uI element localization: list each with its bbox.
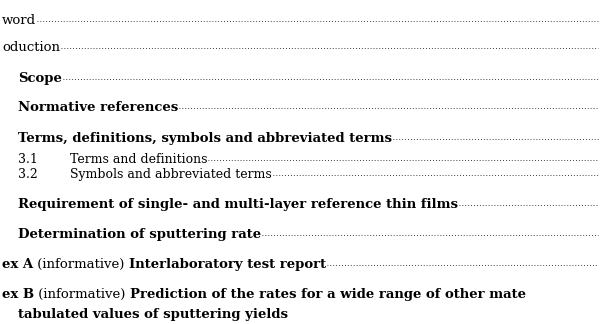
Text: (informative): (informative) bbox=[34, 288, 130, 301]
Text: word: word bbox=[2, 14, 36, 27]
Text: Requirement of single- and multi-layer reference thin films: Requirement of single- and multi-layer r… bbox=[18, 198, 458, 211]
Text: Scope: Scope bbox=[18, 72, 62, 85]
Text: Determination of sputtering rate: Determination of sputtering rate bbox=[18, 228, 261, 241]
Text: Interlaboratory test report: Interlaboratory test report bbox=[129, 258, 326, 271]
Text: Terms, definitions, symbols and abbreviated terms: Terms, definitions, symbols and abbrevia… bbox=[18, 132, 392, 145]
Text: ex B: ex B bbox=[2, 288, 34, 301]
Text: 3.2: 3.2 bbox=[18, 168, 38, 181]
Text: oduction: oduction bbox=[2, 41, 60, 54]
Text: tabulated values of sputtering yields: tabulated values of sputtering yields bbox=[18, 308, 288, 321]
Text: Symbols and abbreviated terms: Symbols and abbreviated terms bbox=[38, 168, 271, 181]
Text: Prediction of the rates for a wide range of other mate: Prediction of the rates for a wide range… bbox=[130, 288, 526, 301]
Text: (informative): (informative) bbox=[33, 258, 129, 271]
Text: ex A: ex A bbox=[2, 258, 33, 271]
Text: 3.1: 3.1 bbox=[18, 153, 38, 166]
Text: Normative references: Normative references bbox=[18, 101, 178, 114]
Text: Terms and definitions: Terms and definitions bbox=[38, 153, 208, 166]
